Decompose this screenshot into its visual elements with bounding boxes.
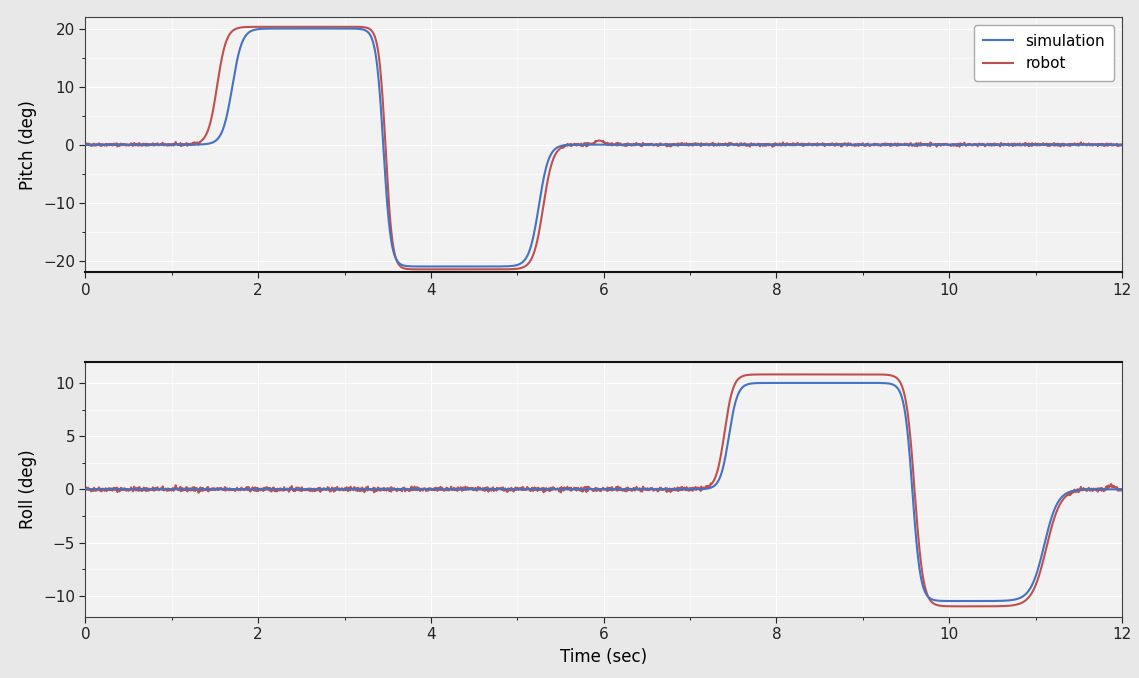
simulation bbox=[440, 262, 453, 271]
Y-axis label: Pitch (deg): Pitch (deg) bbox=[19, 100, 38, 190]
robot bbox=[79, 140, 92, 148]
simulation bbox=[1115, 140, 1129, 148]
Line: simulation: simulation bbox=[85, 28, 1122, 266]
Line: robot: robot bbox=[85, 27, 1122, 269]
robot bbox=[1115, 141, 1129, 149]
simulation bbox=[816, 140, 829, 148]
robot bbox=[816, 139, 829, 147]
simulation bbox=[424, 262, 437, 271]
Legend: simulation, robot: simulation, robot bbox=[974, 24, 1114, 81]
simulation bbox=[945, 140, 959, 148]
robot bbox=[167, 140, 181, 148]
robot bbox=[945, 141, 959, 149]
robot bbox=[424, 265, 437, 273]
simulation bbox=[830, 140, 844, 148]
robot bbox=[273, 23, 287, 31]
simulation bbox=[286, 24, 300, 33]
simulation bbox=[461, 262, 475, 271]
Y-axis label: Roll (deg): Roll (deg) bbox=[19, 450, 38, 529]
simulation bbox=[79, 140, 92, 148]
X-axis label: Time (sec): Time (sec) bbox=[560, 648, 647, 666]
robot bbox=[830, 140, 844, 148]
robot bbox=[440, 265, 453, 273]
simulation bbox=[167, 140, 181, 148]
robot bbox=[461, 265, 475, 273]
